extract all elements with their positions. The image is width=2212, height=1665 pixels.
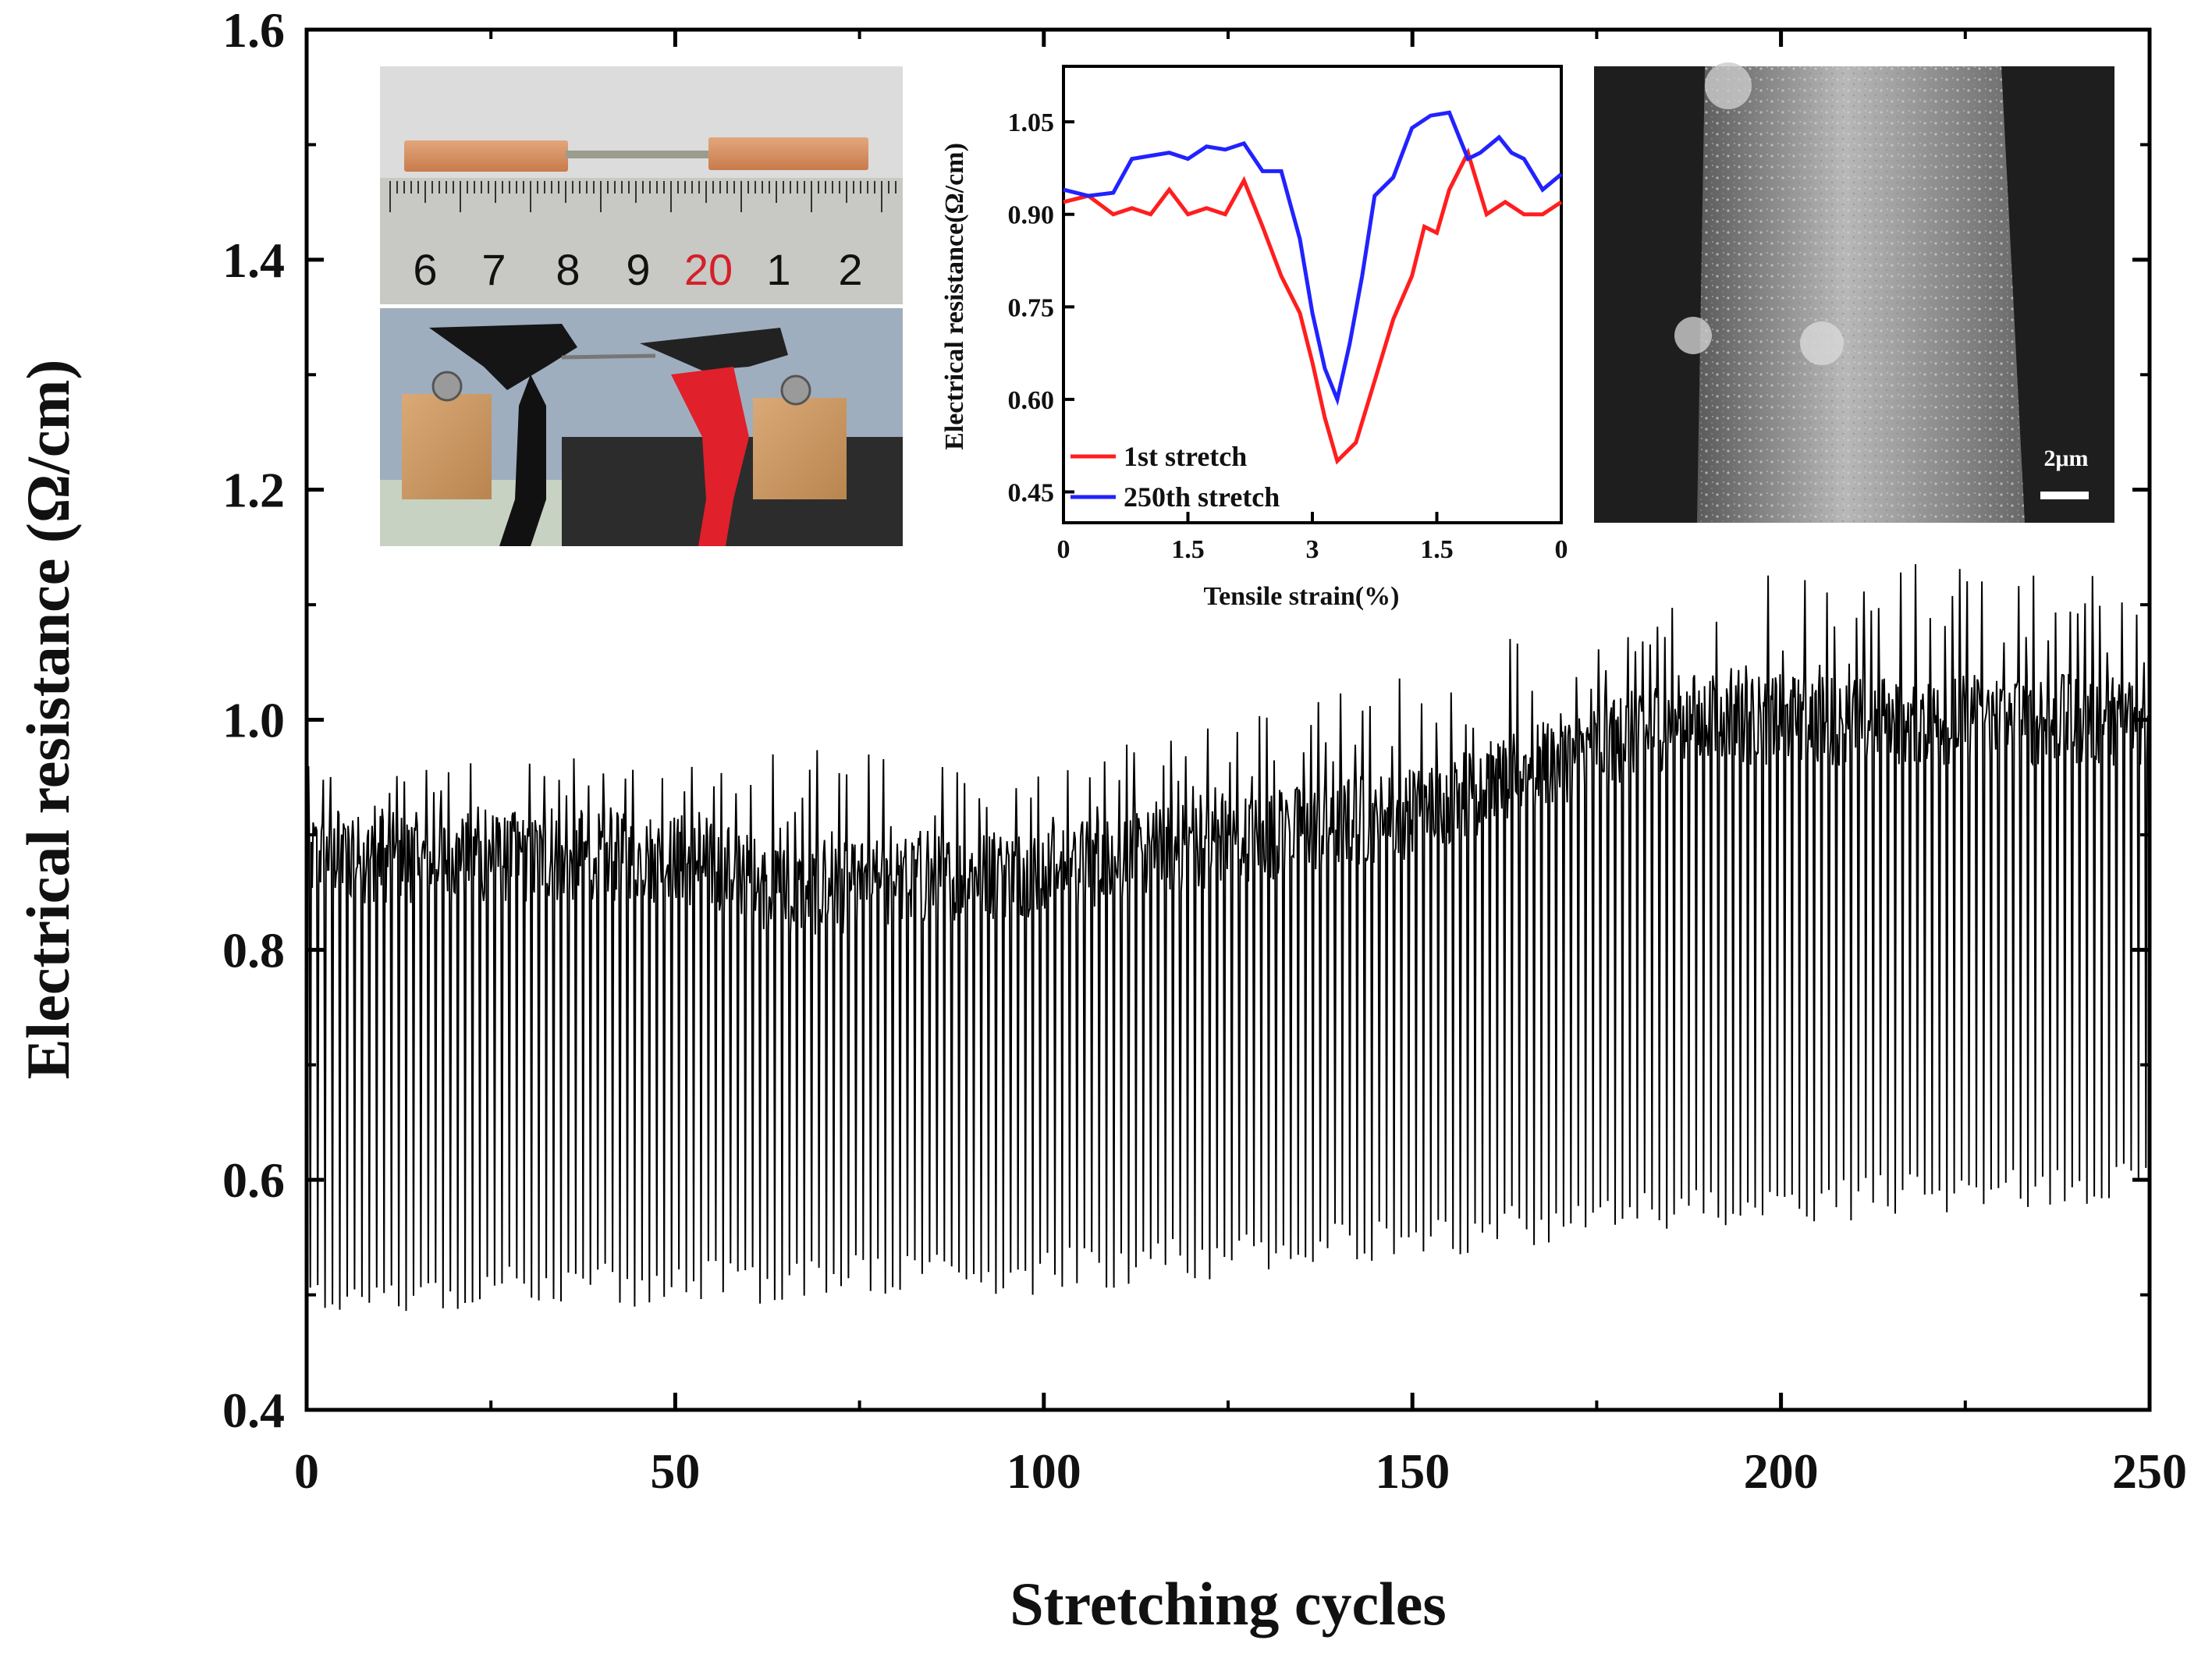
inset-x-axis: 0 1.5 3 1.5 0 <box>1057 512 1568 564</box>
sem-scale-label: 2μm <box>2044 446 2089 471</box>
main-x-tick-label: 50 <box>650 1443 700 1499</box>
main-y-tick-label: 0.6 <box>222 1152 285 1208</box>
inset-y-tick-label: 1.05 <box>1008 108 1055 137</box>
black-clip <box>429 324 577 390</box>
inset-series-250th-stretch <box>1063 110 1563 406</box>
inset-y-axis: 0.45 0.60 0.75 0.90 1.05 <box>1008 108 1074 507</box>
sem-edge-cluster-left <box>1674 317 1712 354</box>
inset-x-tick-label: 0 <box>1555 535 1568 564</box>
main-x-tick-label: 100 <box>1007 1443 1081 1499</box>
ruler <box>380 178 903 304</box>
copper-electrode-right <box>708 137 868 170</box>
ruler-label-6: 6 <box>413 245 437 294</box>
main-y-tick-label: 0.4 <box>222 1383 285 1438</box>
red-clip-holder <box>640 328 788 371</box>
ruler-label-2: 2 <box>838 245 862 294</box>
black-cable <box>499 375 546 546</box>
main-x-axis: 0 50 100 150 200 250 <box>294 30 2187 1499</box>
main-y-tick-label: 1.6 <box>222 2 285 58</box>
screw-right <box>780 375 811 406</box>
legend-label-1st-stretch: 1st stretch <box>1124 441 1247 472</box>
main-x-tick-label: 0 <box>294 1443 319 1499</box>
sem-image-inset: 2μm <box>1594 62 2114 523</box>
wood-block-right <box>753 398 847 499</box>
main-x-tick-label: 250 <box>2112 1443 2187 1499</box>
main-resistance-series <box>306 564 2150 1312</box>
wood-block-left <box>402 394 492 499</box>
sem-edge-cluster-top <box>1705 62 1752 109</box>
ruler-ticks <box>389 181 897 212</box>
main-y-tick-label: 1.4 <box>222 233 285 288</box>
ruler-label-8: 8 <box>556 245 580 294</box>
main-y-tick-label: 1.2 <box>222 463 285 518</box>
inset-x-tick-label: 0 <box>1057 535 1070 564</box>
main-y-tick-label: 1.0 <box>222 693 285 748</box>
copper-electrode-left <box>404 140 568 172</box>
photo-inset: 6 7 8 9 20 1 2 <box>380 66 903 546</box>
sem-fiber-texture <box>1697 66 2025 523</box>
ruler-label-9: 9 <box>626 245 650 294</box>
inset-y-tick-label: 0.60 <box>1008 386 1055 415</box>
inset-legend: 1st stretch 250th stretch <box>1070 441 1280 513</box>
fiber-under-test <box>561 353 656 360</box>
inset-x-tick-label: 1.5 <box>1171 535 1205 564</box>
inset-x-tick-label: 3 <box>1306 535 1319 564</box>
inset-y-tick-label: 0.90 <box>1008 201 1055 230</box>
main-x-tick-label: 150 <box>1375 1443 1450 1499</box>
main-x-tick-label: 200 <box>1744 1443 1819 1499</box>
inset-y-axis-title: Electrical resistance(Ω/cm) <box>940 143 969 450</box>
inset-series-1st-stretch <box>1063 147 1563 465</box>
main-y-axis: 0.4 0.6 0.8 1.0 1.2 1.4 1.6 <box>222 2 2150 1438</box>
ruler-label-1: 1 <box>766 245 790 294</box>
fiber-sample <box>566 151 710 158</box>
sem-particle-cluster <box>1800 321 1844 365</box>
inset-plot-frame <box>1062 65 1563 524</box>
inset-y-tick-label: 0.45 <box>1008 478 1055 507</box>
inset-y-tick-label: 0.75 <box>1008 293 1055 322</box>
red-cable <box>671 367 749 546</box>
main-y-axis-title: Electrical resistance (Ω/cm) <box>14 360 82 1080</box>
ruler-label-20: 20 <box>684 245 733 294</box>
inset-x-axis-title: Tensile strain(%) <box>1204 582 1400 611</box>
sem-scale-bar <box>2040 492 2089 499</box>
inset-x-tick-label: 1.5 <box>1420 535 1454 564</box>
main-y-tick-label: 0.8 <box>222 922 285 978</box>
main-x-axis-title: Stretching cycles <box>1010 1570 1447 1638</box>
legend-label-250th-stretch: 250th stretch <box>1124 481 1280 513</box>
ruler-label-7: 7 <box>481 245 506 294</box>
screw-left <box>431 371 463 402</box>
